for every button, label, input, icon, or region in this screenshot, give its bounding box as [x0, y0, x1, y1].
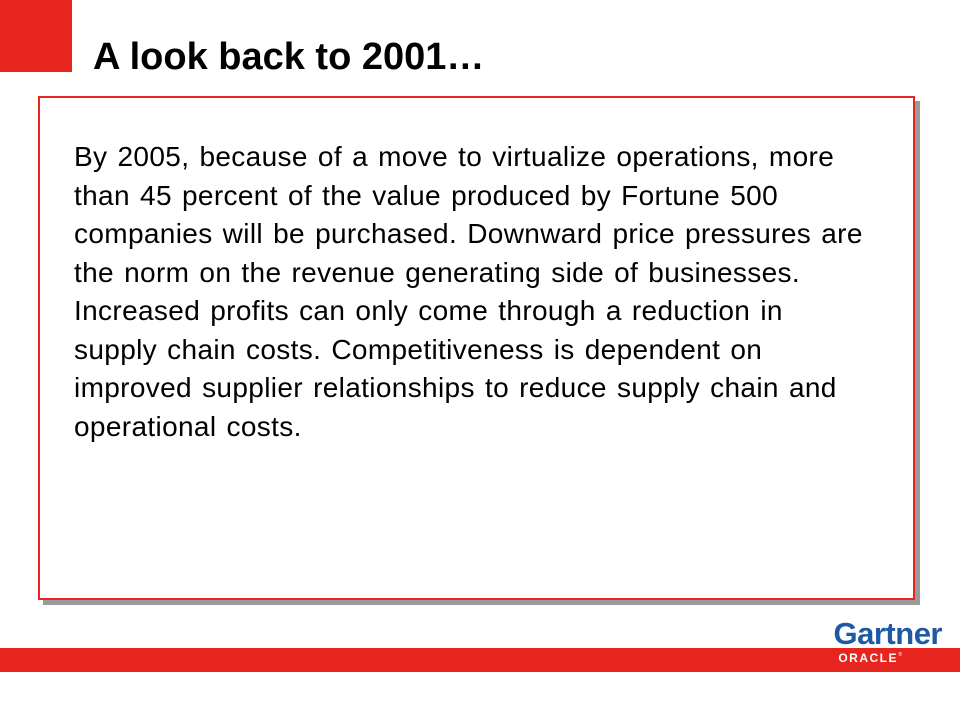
quote-text: By 2005, because of a move to virtualize…: [74, 141, 863, 442]
oracle-logo: ORACLE: [838, 651, 898, 665]
gartner-logo: Gartner: [833, 616, 943, 651]
corner-accent-square: [0, 0, 72, 72]
quote-box: By 2005, because of a move to virtualize…: [38, 96, 915, 600]
slide-title: A look back to 2001…: [93, 36, 485, 78]
footer-bar: [0, 648, 960, 672]
trademark-mark: ®: [898, 652, 902, 658]
